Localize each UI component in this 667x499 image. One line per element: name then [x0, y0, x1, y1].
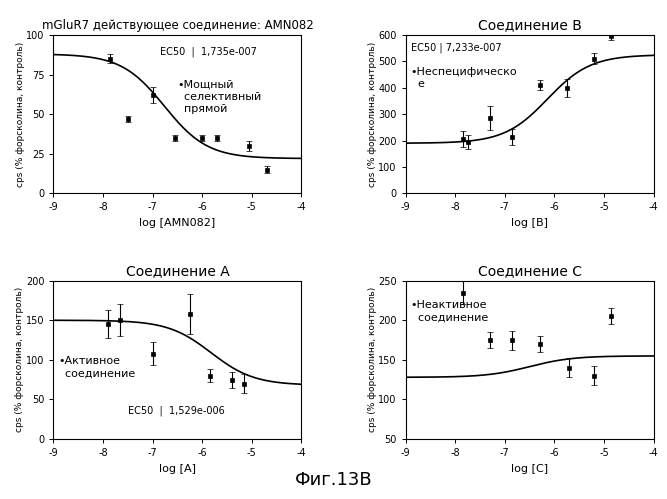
X-axis label: log [AMN082]: log [AMN082]	[139, 218, 215, 228]
Y-axis label: cps (% форсколина, контроль): cps (% форсколина, контроль)	[15, 41, 25, 187]
Text: Фиг.13B: Фиг.13B	[295, 471, 372, 489]
Text: •Неактивное
  соединение: •Неактивное соединение	[411, 300, 488, 323]
Title: Соединение A: Соединение A	[125, 264, 229, 278]
Y-axis label: cps (% форсколина, контроль): cps (% форсколина, контроль)	[15, 287, 25, 433]
Title: Соединение B: Соединение B	[478, 18, 582, 32]
Title: Соединение C: Соединение C	[478, 264, 582, 278]
X-axis label: log [A]: log [A]	[159, 464, 196, 474]
Text: EC50  |  1,735e-007: EC50 | 1,735e-007	[160, 46, 257, 56]
Text: •Неспецифическо
  е: •Неспецифическо е	[411, 67, 517, 89]
Text: EC50  |  1,529e-006: EC50 | 1,529e-006	[128, 406, 225, 416]
Title: mGluR7 действующее соединение: AMN082: mGluR7 действующее соединение: AMN082	[41, 19, 313, 32]
Text: •Активное
  соединение: •Активное соединение	[58, 356, 135, 378]
Text: •Мощный
  селективный
  прямой: •Мощный селективный прямой	[177, 79, 261, 114]
X-axis label: log [C]: log [C]	[511, 464, 548, 474]
X-axis label: log [B]: log [B]	[511, 218, 548, 228]
Y-axis label: cps (% форсколина, контроль): cps (% форсколина, контроль)	[368, 287, 377, 433]
Y-axis label: cps (% форсколина, контроль): cps (% форсколина, контроль)	[368, 41, 377, 187]
Text: EC50 | 7,233e-007: EC50 | 7,233e-007	[411, 43, 501, 53]
